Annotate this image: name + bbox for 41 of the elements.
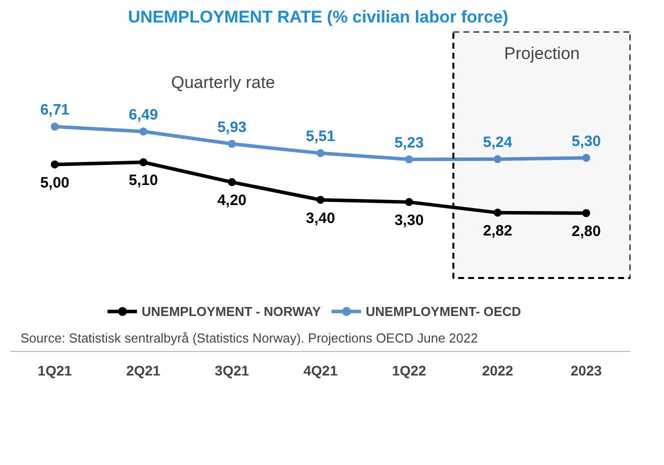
x-tick-label: 2022 (482, 362, 514, 378)
data-label: 5,30 (572, 132, 601, 150)
data-label: 2,80 (572, 223, 601, 240)
data-label: 5,10 (128, 172, 158, 190)
point (139, 128, 148, 136)
source-note: Source: Statistisk sentralbyrå (Statistics Norway). Projections OECD June 2022 (20, 330, 478, 346)
point (494, 208, 502, 217)
data-label: 3,40 (306, 210, 336, 227)
x-tick-label: 2Q21 (126, 362, 161, 378)
data-label: 5,23 (394, 134, 424, 152)
data-label: 5,51 (306, 128, 336, 146)
data-label: 2,82 (483, 222, 512, 240)
point (50, 160, 59, 168)
point (582, 209, 590, 218)
point (139, 158, 148, 166)
point (405, 155, 414, 164)
data-label: 3,30 (394, 212, 424, 230)
data-label: 4,20 (217, 192, 247, 210)
data-label: 5,24 (483, 134, 513, 152)
x-tick-label: 4Q21 (303, 362, 338, 378)
x-tick-label: 1Q21 (38, 362, 72, 378)
text: Quarterly rate (171, 73, 276, 92)
x-tick-label: 1Q22 (392, 362, 426, 378)
x-tick-label: 3Q21 (214, 362, 250, 378)
point (405, 198, 414, 206)
point (228, 178, 236, 186)
point (50, 122, 59, 131)
data-label: 6,71 (40, 102, 70, 119)
x-tick-label: 2023 (570, 362, 602, 378)
data-label: 6,49 (128, 106, 158, 124)
point (228, 140, 236, 148)
data-label: 5,93 (217, 118, 247, 136)
point (316, 196, 324, 204)
point (582, 154, 590, 162)
point (316, 149, 324, 158)
point (494, 155, 502, 164)
band-label: Projection (504, 44, 580, 63)
chart-title: UNEMPLOYMENT RATE (% civilian labor force) (128, 8, 508, 26)
legend-label: UNEMPLOYMENT - NORWAY (142, 304, 321, 318)
data-label: 5,00 (40, 174, 70, 192)
legend-label: UNEMPLOYMENT- OECD (366, 304, 522, 318)
